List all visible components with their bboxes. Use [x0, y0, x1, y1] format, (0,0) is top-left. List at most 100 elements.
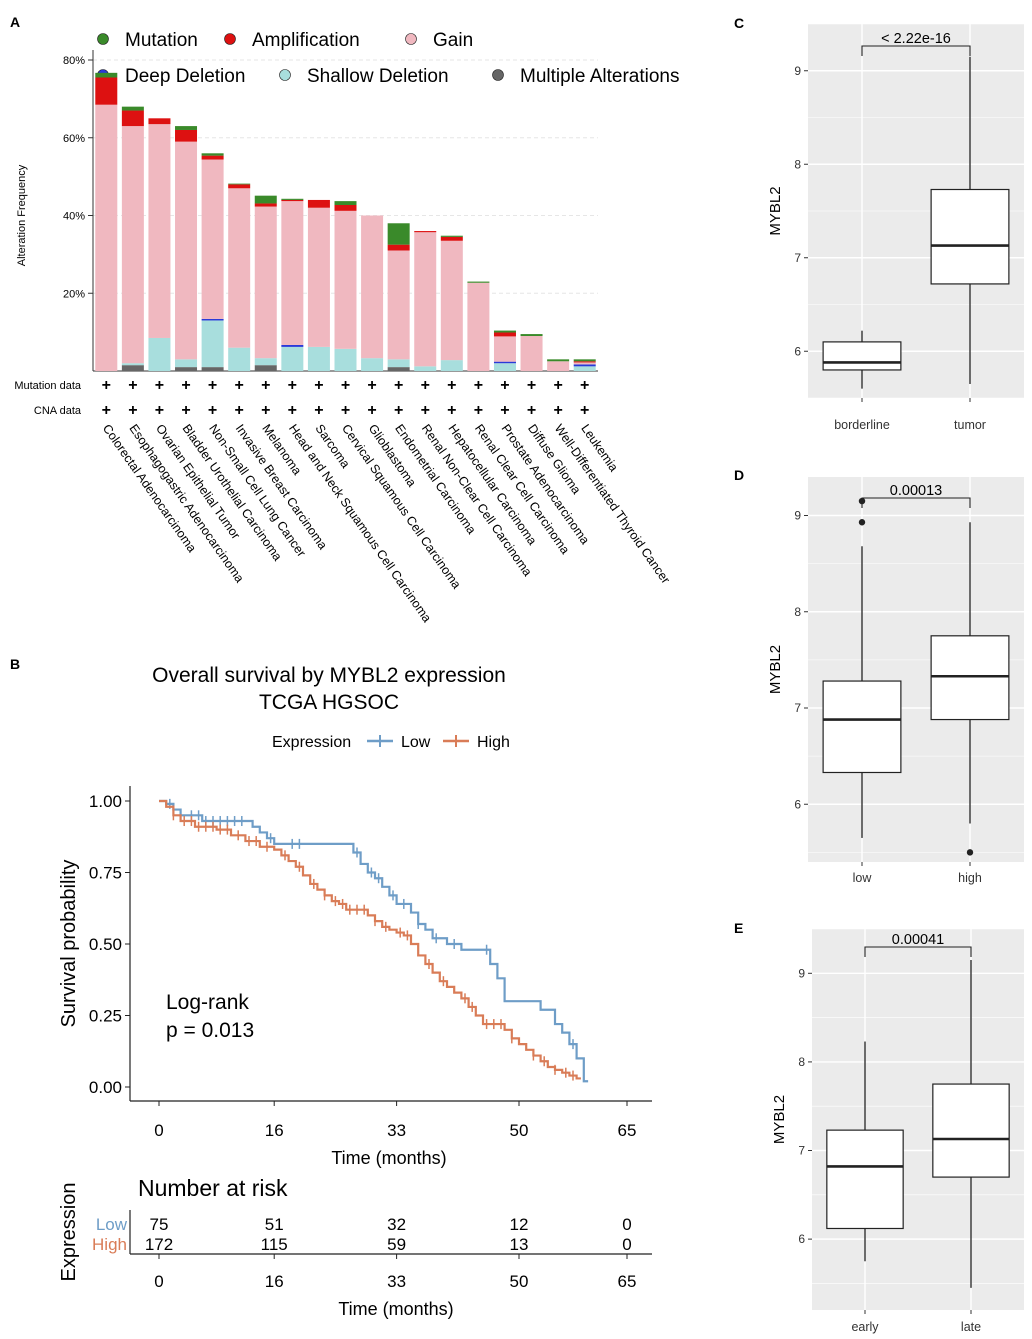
- legend-label-low: Low: [401, 734, 431, 751]
- marker-cna-glioblastoma: +: [367, 402, 376, 419]
- bar-glioblastoma-shallow_deletion: [361, 358, 384, 371]
- annotation-log-rank: Log-rank: [166, 991, 249, 1014]
- y-tick-label-4: 1.00: [89, 792, 122, 811]
- outlier-low: [858, 519, 866, 526]
- comparison-label-c: < 2.22e-16: [881, 31, 951, 47]
- box-early: [826, 1129, 904, 1230]
- panel-c-boxplot: C 6 7 8 9 MYBL2 borderline tumor < 2.22e-16: [734, 15, 1024, 432]
- box-borderline: [822, 341, 902, 371]
- marker-mutation-non-small-cell-lung-cancer: +: [208, 377, 217, 394]
- bar-diffuse-glioma-mutation: [520, 334, 543, 337]
- marker-mutation-colorectal-adenocarcinoma: +: [102, 377, 111, 394]
- legend-label-gain: Gain: [433, 30, 473, 51]
- y-tick-label-d-6: 6: [794, 797, 801, 811]
- bar-cervical-squamous-cell-carcinoma-mutation: [334, 201, 357, 206]
- bar-melanoma-multiple: [254, 365, 277, 371]
- bar-melanoma-amplification: [254, 203, 277, 207]
- bar-bladder-urothelial-carcinoma-multiple: [175, 367, 198, 371]
- bar-glioblastoma-gain: [361, 215, 384, 359]
- y-tick-label-0: 0.00: [89, 1078, 122, 1097]
- bar-head-and-neck-squamous-cell-carcinoma-shallow_deletion: [281, 346, 304, 371]
- y-tick-label-20: 20%: [63, 288, 85, 300]
- bar-leukemia-amplification: [573, 361, 596, 363]
- bar-esophagogastric-adenocarcinoma-multiple: [121, 365, 144, 371]
- risk-count-high-0: 172: [145, 1235, 173, 1254]
- bar-endometrial-carcinoma-multiple: [387, 367, 410, 371]
- risk-count-low-50: 12: [510, 1215, 529, 1234]
- risk-count-low-33: 32: [387, 1215, 406, 1234]
- comparison-label-d: 0.00013: [890, 483, 942, 499]
- y-tick-label-e-9: 9: [798, 966, 805, 980]
- outlier-high: [966, 849, 974, 856]
- marker-cna-melanoma: +: [261, 402, 270, 419]
- y-tick-label-3: 0.75: [89, 864, 122, 883]
- risk-x-tick-label-65: 65: [618, 1272, 637, 1291]
- y-tick-label-e-7: 7: [798, 1144, 805, 1158]
- bar-bladder-urothelial-carcinoma-amplification: [175, 129, 198, 142]
- y-tick-label-c-9: 9: [794, 64, 801, 78]
- bar-ovarian-epithelial-tumor-gain: [148, 124, 171, 338]
- bar-cervical-squamous-cell-carcinoma-gain: [334, 210, 357, 349]
- marker-mutation-cervical-squamous-cell-carcinoma: +: [341, 377, 350, 394]
- bar-prostate-adenocarcinoma-shallow_deletion: [493, 363, 516, 371]
- marker-cna-invasive-breast-carcinoma: +: [235, 402, 244, 419]
- y-tick-label-80: 80%: [63, 55, 85, 67]
- bar-renal-non-clear-cell-carcinoma-gain: [414, 232, 437, 367]
- x-tick-label-0: 0: [154, 1121, 163, 1140]
- risk-count-high-16: 115: [261, 1235, 288, 1254]
- bar-prostate-adenocarcinoma-mutation: [493, 330, 516, 333]
- risk-count-high-50: 13: [510, 1235, 529, 1254]
- legend-swatch-shallow_deletion: [279, 69, 291, 81]
- bar-renal-clear-cell-carcinoma-gain: [467, 282, 490, 371]
- panel-a-alteration-frequency: A 20% 40% 60% 80% Alteration Frequency Mutatio…: [10, 14, 679, 625]
- y-tick-label-c-7: 7: [794, 251, 801, 265]
- risk-count-low-16: 51: [265, 1215, 284, 1234]
- legend-swatch-multiple: [492, 69, 504, 81]
- bar-renal-non-clear-cell-carcinoma-amplification: [414, 231, 437, 233]
- bar-cervical-squamous-cell-carcinoma-amplification: [334, 205, 357, 211]
- bar-esophagogastric-adenocarcinoma-gain: [121, 126, 144, 364]
- y-tick-label-1: 0.25: [89, 1007, 122, 1026]
- marker-mutation-well-differentiated-thyroid-cancer: +: [553, 377, 562, 394]
- bar-cervical-squamous-cell-carcinoma-shallow_deletion: [334, 348, 357, 371]
- panel-b-risk-table: Number at risk Low 75 51 32 12 0 High 172 115 59 13…: [58, 1175, 652, 1319]
- bar-colorectal-adenocarcinoma-amplification: [95, 77, 118, 105]
- bar-head-and-neck-squamous-cell-carcinoma-deep_deletion: [281, 344, 304, 347]
- risk-y-axis-title: Expression: [58, 1183, 80, 1282]
- marker-cna-well-differentiated-thyroid-cancer: +: [553, 402, 562, 419]
- y-axis-title-e: MYBL2: [771, 1095, 788, 1144]
- annotation-p-value: p = 0.013: [166, 1019, 254, 1042]
- y-axis-title-d: MYBL2: [767, 645, 784, 694]
- legend-swatch-amplification: [224, 33, 236, 45]
- bar-hepatocellular-carcinoma-mutation: [440, 235, 463, 237]
- bar-endometrial-carcinoma-amplification: [387, 244, 410, 251]
- bar-renal-non-clear-cell-carcinoma-shallow_deletion: [414, 366, 437, 371]
- y-axis-title: Survival probability: [58, 860, 80, 1028]
- x-tick-label-high: high: [958, 871, 982, 885]
- x-tick-label-65: 65: [618, 1121, 637, 1140]
- bar-esophagogastric-adenocarcinoma-mutation: [121, 106, 144, 111]
- y-tick-label-d-8: 8: [794, 605, 801, 619]
- bar-sarcoma-gain: [307, 207, 330, 347]
- bar-head-and-neck-squamous-cell-carcinoma-gain: [281, 201, 304, 345]
- bar-ovarian-epithelial-tumor-shallow_deletion: [148, 337, 171, 371]
- y-tick-label-e-8: 8: [798, 1055, 805, 1069]
- bar-endometrial-carcinoma-mutation: [387, 223, 410, 245]
- legend-label-multiple: Multiple Alterations: [520, 66, 679, 87]
- marker-mutation-endometrial-carcinoma: +: [394, 377, 403, 394]
- x-tick-label-borderline: borderline: [834, 418, 890, 432]
- y-tick-label-e-6: 6: [798, 1232, 805, 1246]
- risk-x-tick-label-0: 0: [154, 1272, 163, 1291]
- bar-head-and-neck-squamous-cell-carcinoma-mutation: [281, 198, 304, 200]
- marker-mutation-head-and-neck-squamous-cell-carcinoma: +: [288, 377, 297, 394]
- comparison-bracket-c: [861, 45, 971, 56]
- marker-mutation-bladder-urothelial-carcinoma: +: [181, 377, 190, 394]
- bar-leukemia-mutation: [573, 359, 596, 362]
- legend-swatch-mutation: [97, 33, 109, 45]
- risk-table-title: Number at risk: [138, 1175, 288, 1201]
- marker-cna-hepatocellular-carcinoma: +: [447, 402, 456, 419]
- panel-label-a: A: [10, 14, 20, 30]
- marker-mutation-melanoma: +: [261, 377, 270, 394]
- bar-bladder-urothelial-carcinoma-mutation: [175, 126, 198, 130]
